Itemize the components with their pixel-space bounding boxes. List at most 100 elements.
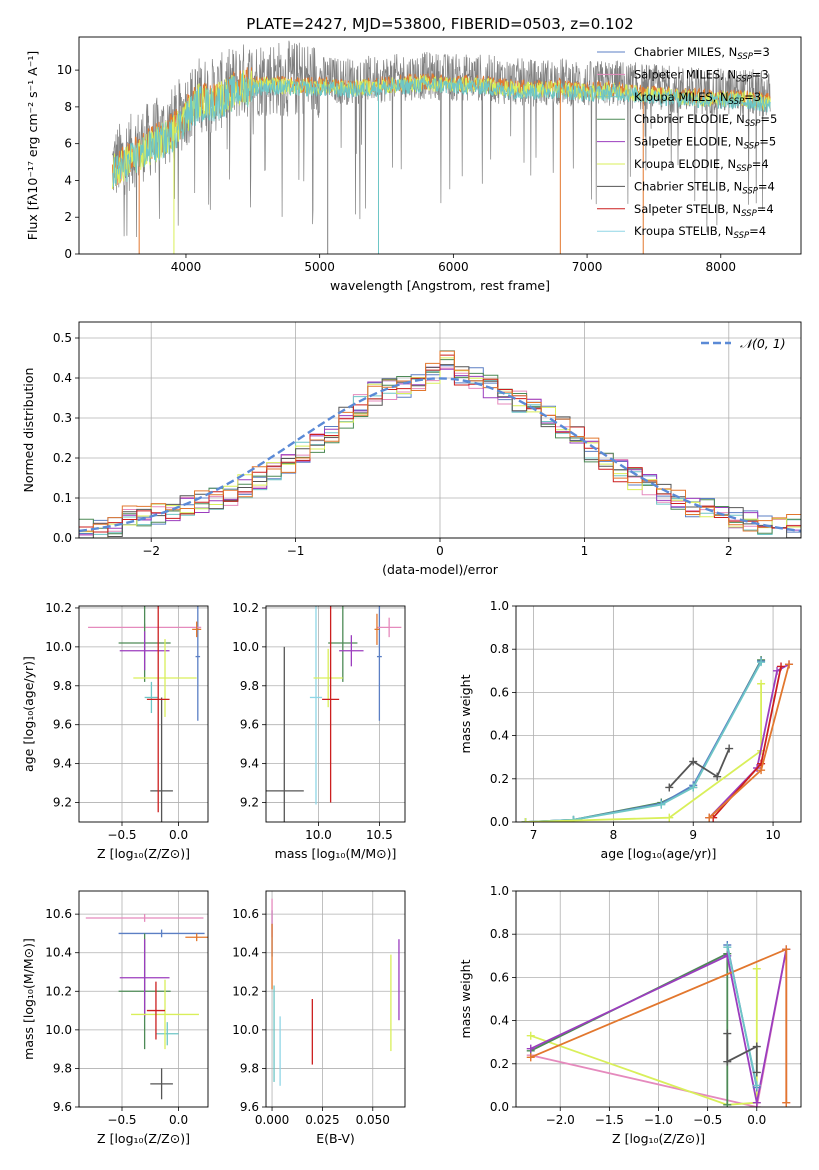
weight-line bbox=[525, 683, 762, 822]
y-tick-label: 9.8 bbox=[53, 679, 72, 693]
y-axis-label: age [log₁₀(age/yr)] bbox=[21, 656, 36, 772]
x-axis-label: Z [log₁₀(Z/Z⊙)] bbox=[97, 1131, 190, 1146]
x-tick-label: 0.0 bbox=[169, 828, 188, 842]
x-axis-label: age [log₁₀(age/yr)] bbox=[601, 846, 717, 861]
weight-marker bbox=[752, 1042, 761, 1051]
data-point bbox=[313, 648, 343, 708]
weight-marker bbox=[723, 943, 732, 952]
y-tick-label: 0.0 bbox=[490, 1100, 509, 1114]
weight-marker bbox=[521, 818, 530, 822]
x-axis-label: E(B-V) bbox=[316, 1131, 355, 1146]
y-axis-label: mass weight bbox=[458, 959, 473, 1038]
y-tick-label: 4 bbox=[64, 173, 72, 187]
x-tick-label: −1.0 bbox=[644, 1113, 673, 1127]
x-tick-label: −0.5 bbox=[693, 1113, 722, 1127]
weight-marker bbox=[723, 1029, 732, 1038]
y-tick-label: 0.2 bbox=[53, 451, 72, 465]
data-point bbox=[119, 631, 170, 671]
weight-marker bbox=[785, 660, 794, 669]
plot-area bbox=[271, 898, 400, 1086]
x-tick-label: 0 bbox=[436, 544, 444, 558]
data-point bbox=[339, 635, 364, 667]
x-tick-label: 6000 bbox=[438, 260, 469, 274]
age-vs-Z-panel: −0.5 0.0 9.2 9.4 9.6 9.8 10.0 10.2 Z [log₁₀(Z/Z⊙… bbox=[21, 601, 209, 861]
y-tick-label: 0.8 bbox=[490, 642, 509, 656]
y-tick-label: 0.2 bbox=[490, 772, 509, 786]
figure-title: PLATE=2427, MJD=53800, FIBERID=0503, z=0… bbox=[246, 15, 633, 33]
weight-line bbox=[530, 949, 788, 1103]
x-tick-label: −0.5 bbox=[107, 1113, 136, 1127]
y-tick-label: 8 bbox=[64, 100, 72, 114]
x-tick-label: 1 bbox=[581, 544, 589, 558]
weight-marker bbox=[705, 813, 714, 822]
gaussian-curve bbox=[79, 377, 801, 533]
spectrum-panel: 4000 5000 6000 7000 8000 0 2 4 6 8 10 wavelength [A… bbox=[25, 36, 802, 293]
weight-marker bbox=[713, 772, 722, 781]
weight-marker bbox=[752, 964, 761, 973]
y-tick-label: 10.4 bbox=[232, 946, 259, 960]
x-tick-label: 0.000 bbox=[255, 1113, 289, 1127]
x-tick-label: 0.025 bbox=[305, 1113, 339, 1127]
data-point bbox=[133, 639, 197, 717]
weight-marker bbox=[757, 679, 766, 688]
y-tick-label: 0.4 bbox=[490, 729, 509, 743]
y-tick-label: 9.2 bbox=[53, 796, 72, 810]
y-tick-label: 10.2 bbox=[45, 984, 72, 998]
weight-line bbox=[726, 947, 758, 1086]
weight-marker bbox=[752, 1068, 761, 1077]
x-tick-label: 7000 bbox=[572, 260, 603, 274]
y-tick-label: 9.6 bbox=[240, 718, 259, 732]
spectrum-data-line bbox=[112, 40, 771, 238]
y-tick-label: 9.6 bbox=[240, 1100, 259, 1114]
data-point bbox=[376, 606, 382, 721]
y-tick-label: 0.6 bbox=[490, 685, 509, 699]
weight-marker bbox=[526, 1031, 535, 1040]
data-point bbox=[85, 914, 204, 922]
weight-vs-Z-panel: −2.0 −1.5 −1.0 −0.5 0.0 0.0 0.2 0.4 0.6 0.8 1.0 Z [… bbox=[458, 884, 802, 1146]
weight-line bbox=[525, 661, 762, 822]
weight-marker bbox=[757, 766, 766, 775]
weight-marker bbox=[752, 1098, 761, 1107]
weight-marker bbox=[689, 757, 698, 766]
weight-marker bbox=[657, 800, 666, 809]
x-tick-label: 9 bbox=[689, 828, 697, 842]
weight-marker bbox=[757, 658, 766, 667]
weight-marker bbox=[526, 1044, 535, 1053]
y-tick-label: 9.8 bbox=[240, 679, 259, 693]
data-point bbox=[144, 681, 159, 714]
x-tick-label: 0.0 bbox=[747, 1113, 766, 1127]
spectrum-plot-area bbox=[111, 40, 771, 254]
weight-line bbox=[525, 659, 762, 822]
y-axis-label: mass [log₁₀(M/M⊙)] bbox=[21, 938, 36, 1060]
y-tick-label: 2 bbox=[64, 210, 72, 224]
legend-label: Chabrier MILES, NSSP=3 bbox=[634, 45, 770, 62]
plot-area bbox=[266, 606, 402, 822]
legend-label: Salpeter ELODIE, NSSP=5 bbox=[634, 135, 776, 152]
data-point bbox=[119, 939, 170, 1017]
plot-area bbox=[526, 941, 791, 1107]
data-point bbox=[195, 606, 201, 721]
weight-vs-age-panel: 7 8 9 10 0.0 0.2 0.4 0.6 0.8 1.0 age [log₁₀(age/yr… bbox=[458, 599, 802, 861]
data-point bbox=[328, 606, 358, 682]
x-tick-label: 2 bbox=[725, 544, 733, 558]
data-point bbox=[131, 979, 199, 1050]
spectrum-legend: Chabrier MILES, NSSP=3 Salpeter MILES, NS… bbox=[597, 45, 777, 241]
data-point bbox=[185, 933, 208, 942]
weight-line bbox=[530, 968, 758, 1106]
weight-marker bbox=[752, 1081, 761, 1090]
data-point bbox=[322, 606, 340, 803]
weight-marker bbox=[777, 662, 786, 671]
axes-frame bbox=[265, 890, 406, 1108]
y-axis-label: Normed distribution bbox=[21, 368, 36, 493]
y-tick-label: 9.6 bbox=[53, 1100, 72, 1114]
y-tick-label: 10.0 bbox=[232, 1023, 259, 1037]
x-axis-label: Z [log₁₀(Z/Z⊙)] bbox=[612, 1131, 705, 1146]
weight-marker bbox=[665, 813, 674, 822]
y-tick-label: 10.0 bbox=[45, 1023, 72, 1037]
x-axis-label: (data-model)/error bbox=[382, 562, 499, 577]
x-tick-label: 0.0 bbox=[169, 1113, 188, 1127]
axes-frame bbox=[78, 890, 209, 1108]
weight-marker bbox=[782, 945, 791, 954]
y-tick-label: 0.4 bbox=[490, 1014, 509, 1028]
